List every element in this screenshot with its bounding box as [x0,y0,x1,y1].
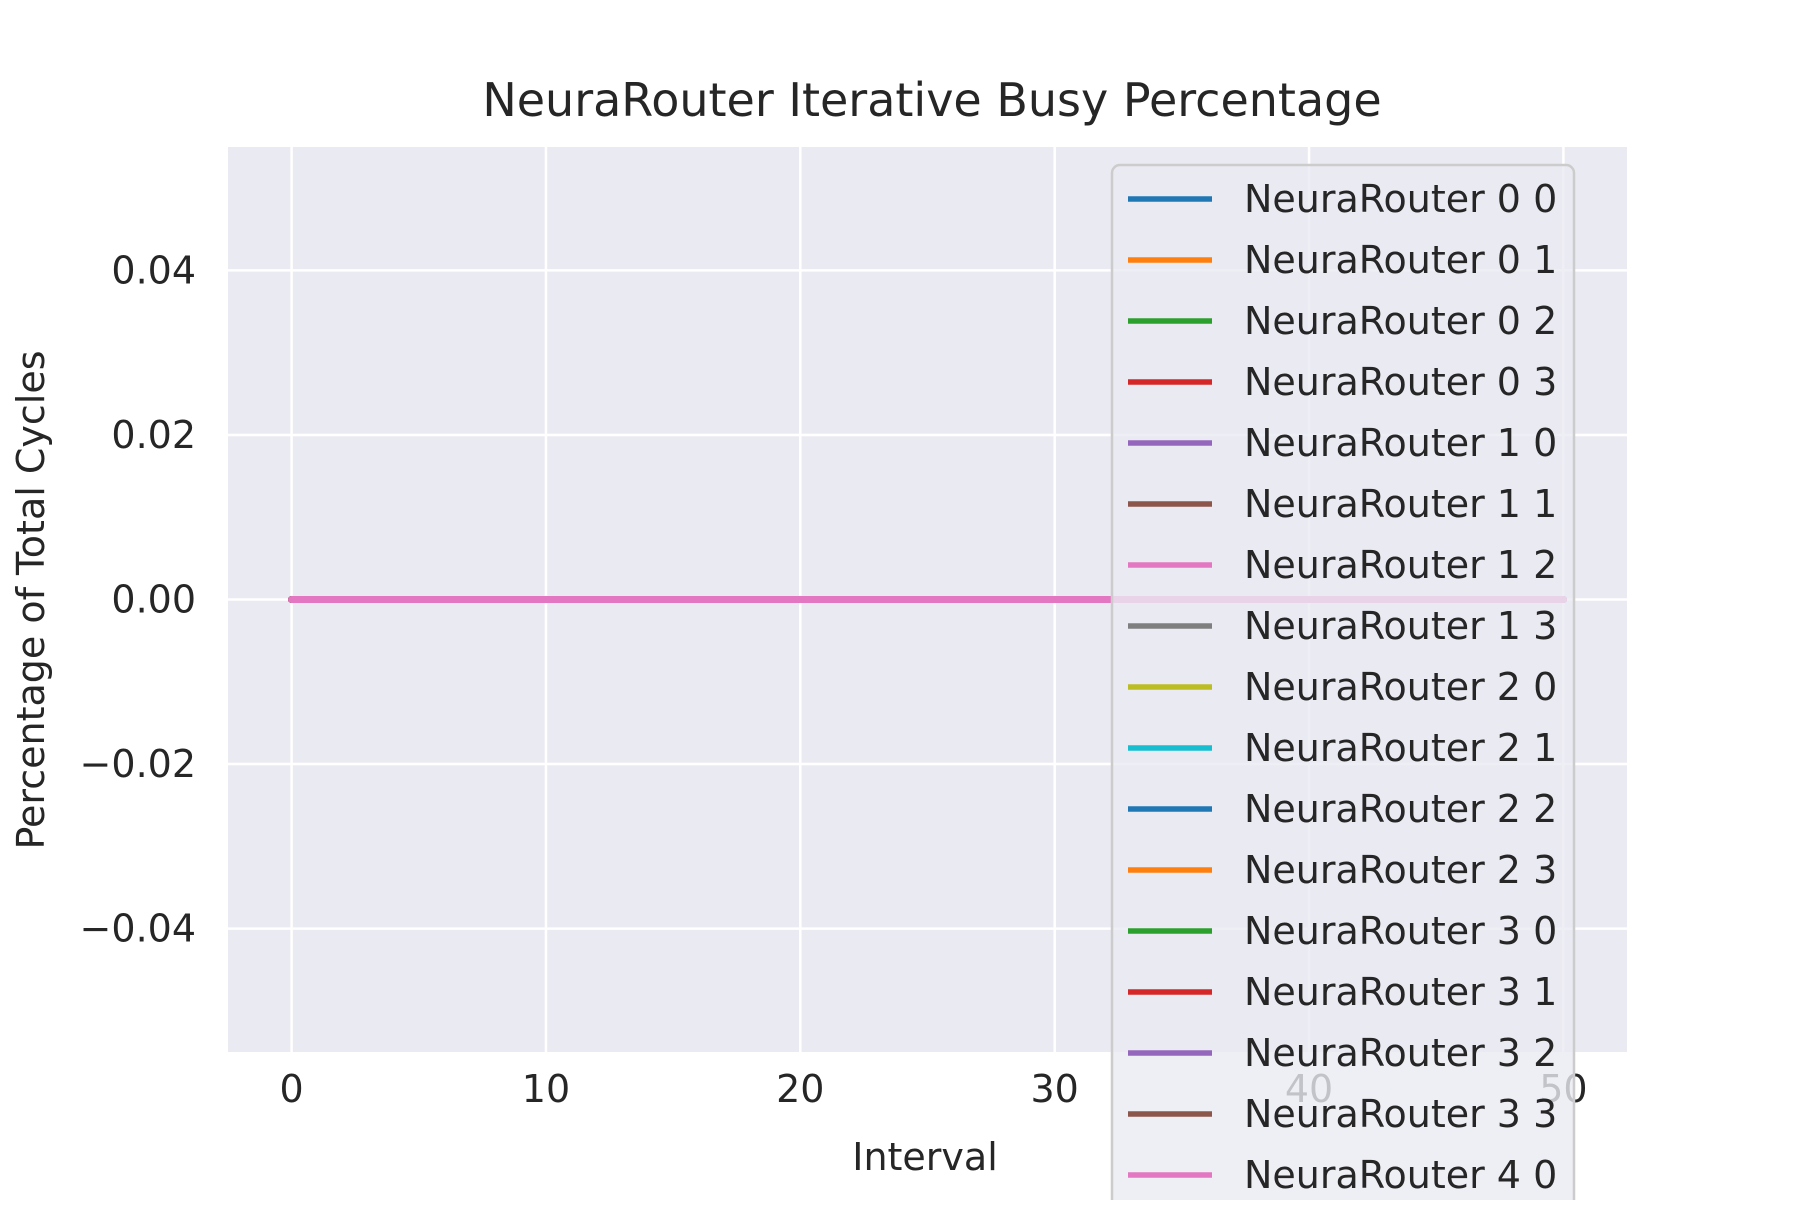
legend-entry-label: NeuraRouter 1 1 [1244,482,1557,526]
legend-entry-label: NeuraRouter 3 1 [1244,970,1557,1014]
legend-entry-label: NeuraRouter 2 3 [1244,848,1557,892]
legend-box [1110,163,1576,1205]
legend-entry-label: NeuraRouter 3 0 [1244,909,1557,953]
legend-entry-label: NeuraRouter 2 0 [1244,665,1557,709]
y-tick-label: −0.04 [80,907,196,951]
y-tick-label: −0.02 [80,742,196,786]
y-tick-label: 0.04 [111,248,196,292]
legend-entry-label: NeuraRouter 2 1 [1244,726,1557,770]
legend-entry-label: NeuraRouter 0 3 [1244,360,1557,404]
legend-entry-label: NeuraRouter 4 0 [1244,1153,1557,1197]
legend-entry-label: NeuraRouter 1 3 [1244,604,1557,648]
legend-entry-label: NeuraRouter 0 2 [1244,299,1557,343]
legend-entry-label: NeuraRouter 3 2 [1244,1031,1557,1075]
x-tick-label: 20 [776,1067,824,1111]
legend-entry-label: NeuraRouter 3 3 [1244,1092,1557,1136]
x-axis-label: Interval [852,1135,998,1179]
legend-entry-label: NeuraRouter 2 2 [1244,787,1557,831]
x-tick-label: 0 [279,1067,303,1111]
legend-entry-label: NeuraRouter 1 0 [1244,421,1557,465]
y-tick-label: 0.02 [111,413,196,457]
y-tick-labels: −0.04 −0.02 0.00 0.02 0.04 [80,248,196,950]
legend: NeuraRouter 0 0 NeuraRouter 0 1 NeuraRoute… [1110,163,1576,1205]
chart-title: NeuraRouter Iterative Busy Percentage [482,73,1381,127]
legend-entry-label: NeuraRouter 0 1 [1244,238,1557,282]
legend-entry-label: NeuraRouter 1 2 [1244,543,1557,587]
x-tick-label: 10 [522,1067,570,1111]
x-tick-label: 30 [1031,1067,1079,1111]
y-tick-label: 0.00 [111,578,196,622]
y-axis-label: Percentage of Total Cycles [9,350,53,849]
legend-entry-label: NeuraRouter 0 0 [1244,177,1557,221]
